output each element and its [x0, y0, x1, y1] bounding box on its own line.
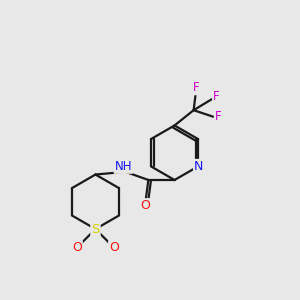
Text: F: F [215, 110, 221, 123]
Text: NH: NH [115, 160, 132, 173]
Text: O: O [72, 241, 82, 254]
Text: N: N [194, 160, 203, 173]
Text: O: O [109, 241, 119, 254]
Text: O: O [141, 199, 151, 212]
Text: S: S [91, 223, 100, 236]
Text: F: F [213, 90, 220, 103]
Text: F: F [193, 81, 199, 94]
